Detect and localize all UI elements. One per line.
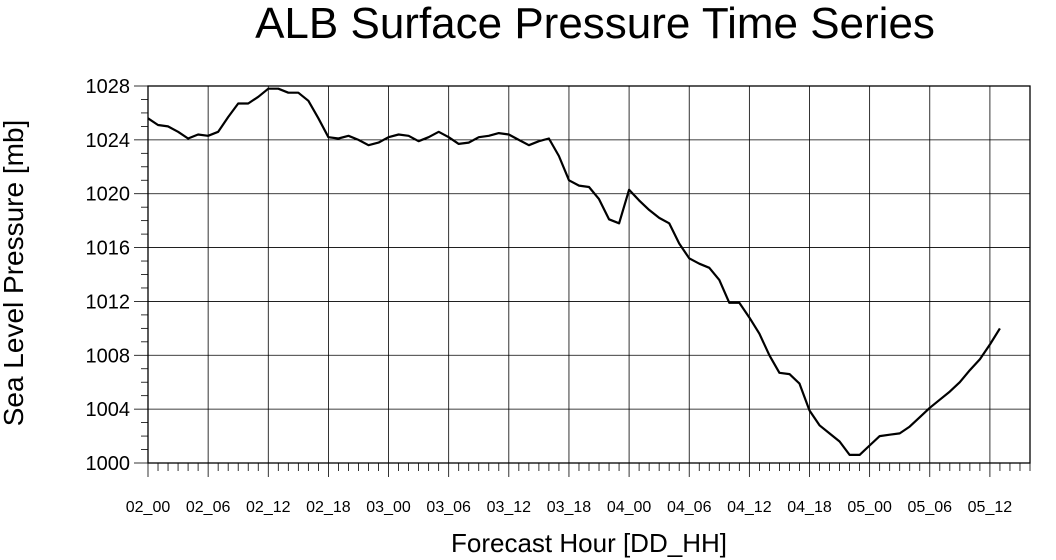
series-line	[147, 87, 1001, 456]
x-tick-label-8: 04_00	[607, 499, 652, 516]
plot-frame	[147, 85, 1031, 464]
x-axis-title: Forecast Hour [DD_HH]	[451, 528, 727, 558]
x-tick-labels: 02_00 02_06 02_12 02_18 03_00 03_06 03_12 03_18…	[126, 499, 1013, 516]
x-tick-label-9: 04_06	[667, 499, 712, 516]
y-tick-label-0: 1000	[86, 453, 131, 475]
x-tick-label-0: 02_00	[126, 499, 171, 516]
x-tick-label-12: 05_00	[847, 499, 892, 516]
x-tick-label-7: 03_18	[547, 499, 592, 516]
x-tick-label-13: 05_06	[908, 499, 953, 516]
y-tick-label-3: 1012	[86, 291, 131, 313]
y-axis-title: Sea Level Pressure [mb]	[0, 119, 29, 427]
y-tick-label-6: 1024	[86, 130, 131, 152]
x-tick-label-4: 03_00	[366, 499, 411, 516]
y-tick-label-2: 1008	[86, 345, 131, 367]
y-tick-label-5: 1020	[86, 184, 131, 206]
y-tick-label-7: 1028	[86, 76, 131, 98]
chart-title: ALB Surface Pressure Time Series	[255, 0, 935, 48]
grid-lines	[147, 85, 1030, 464]
x-tick-label-2: 02_12	[246, 499, 291, 516]
minor-ticks	[134, 85, 1031, 477]
x-tick-label-6: 03_12	[487, 499, 532, 516]
x-tick-label-10: 04_12	[727, 499, 772, 516]
x-tick-label-3: 02_18	[306, 499, 351, 516]
x-tick-label-11: 04_18	[787, 499, 832, 516]
y-tick-label-4: 1016	[86, 238, 131, 260]
x-tick-label-1: 02_06	[186, 499, 231, 516]
y-tick-label-1: 1004	[86, 399, 131, 421]
y-tick-labels: 1000 1004 1008 1012 1016 1020 1024 1028	[86, 76, 131, 475]
x-tick-label-14: 05_12	[968, 499, 1013, 516]
x-tick-label-5: 03_06	[426, 499, 471, 516]
